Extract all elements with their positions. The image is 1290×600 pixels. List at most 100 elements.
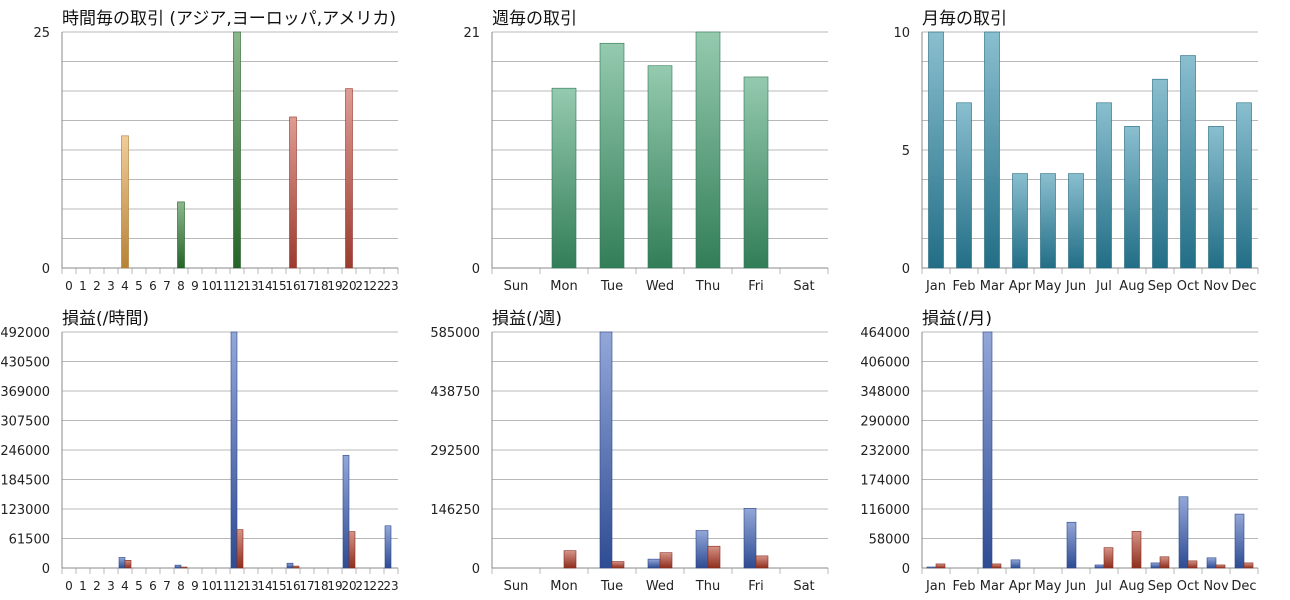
y-tick-label: 146250 [430, 503, 480, 518]
x-tick-label: Oct [1177, 579, 1199, 594]
x-tick-label: Dec [1231, 279, 1256, 294]
bar [1215, 564, 1226, 569]
y-tick-label: 430500 [0, 356, 50, 371]
y-tick-label: 184500 [0, 474, 50, 489]
bar [982, 331, 993, 569]
bar [124, 560, 132, 569]
bar [1103, 547, 1114, 569]
bar [1187, 560, 1198, 569]
x-tick-label: 10 [201, 279, 216, 293]
y-tick-label: 348000 [860, 385, 910, 400]
y-tick-label: 61500 [9, 533, 50, 548]
x-tick-label: 17 [299, 279, 314, 293]
bar [1159, 556, 1170, 569]
bar [647, 558, 661, 569]
x-tick-label: 19 [327, 279, 342, 293]
x-tick-label: Fri [748, 579, 764, 594]
x-tick-label: 16 [285, 279, 300, 293]
x-tick-label: Mon [550, 579, 577, 594]
x-tick-label: 9 [191, 579, 199, 593]
monthly-pnl-title: 損益(/月) [922, 309, 992, 329]
bar [563, 550, 577, 569]
weekly-pnl-title: 損益(/週) [492, 309, 562, 329]
x-tick-label: 22 [369, 279, 384, 293]
x-tick-label: Jul [1095, 579, 1112, 594]
hourly-trades-title: 時間毎の取引 (アジア,ヨーロッパ,アメリカ) [62, 9, 396, 29]
bar [286, 562, 294, 569]
y-tick-label: 232000 [860, 444, 910, 459]
x-tick-label: Jun [1065, 279, 1086, 294]
y-tick-label: 0 [472, 262, 480, 277]
x-tick-label: 6 [149, 579, 157, 593]
bar [755, 555, 769, 569]
bar [1040, 173, 1056, 269]
x-tick-label: 19 [327, 579, 342, 593]
x-tick-label: 3 [107, 279, 115, 293]
bar [348, 531, 356, 569]
y-tick-label: 0 [42, 262, 50, 277]
x-tick-label: Jan [925, 279, 946, 294]
bar [174, 564, 182, 569]
bar [926, 566, 937, 569]
x-tick-label: 8 [177, 579, 185, 593]
x-tick-label: 14 [257, 579, 272, 593]
x-tick-label: 9 [191, 279, 199, 293]
x-tick-label: 23 [383, 279, 398, 293]
bar [695, 31, 721, 269]
y-tick-label: 292500 [430, 444, 480, 459]
bar [342, 454, 350, 569]
x-tick-label: 6 [149, 279, 157, 293]
x-tick-label: 20 [341, 279, 356, 293]
hourly-pnl-chart: 0615001230001845002460003075003690004305… [0, 326, 398, 593]
x-tick-label: Sep [1148, 279, 1173, 294]
bar [177, 201, 185, 269]
bar [551, 87, 577, 269]
x-tick-label: 4 [121, 579, 129, 593]
y-tick-label: 406000 [860, 356, 910, 371]
x-tick-label: 12 [229, 279, 244, 293]
weekly-trades-title: 週毎の取引 [492, 9, 577, 29]
x-tick-label: Sat [793, 279, 814, 294]
x-tick-label: 10 [201, 579, 216, 593]
bar [935, 563, 946, 569]
bar [230, 331, 238, 569]
y-tick-label: 58000 [869, 533, 910, 548]
x-tick-label: Feb [952, 579, 975, 594]
x-tick-label: Feb [952, 279, 975, 294]
bar [611, 561, 625, 569]
x-tick-label: Jan [925, 579, 946, 594]
gridlines [921, 31, 1259, 274]
y-tick-label: 123000 [0, 503, 50, 518]
hourly-trades-panel: 時間毎の取引 (アジア,ヨーロッパ,アメリカ) 0 25 0 1 2 3 4 5 6 7 8 9 10 1… [0, 0, 430, 300]
x-tick-label: 1 [79, 579, 87, 593]
bars [563, 331, 769, 569]
y-tick-label: 0 [902, 562, 910, 577]
y-tick-label: 438750 [430, 385, 480, 400]
x-tick-label: 22 [369, 579, 384, 593]
y-tick-label: 0 [902, 262, 910, 277]
bar [1066, 521, 1077, 569]
weekly-pnl-panel: 損益(/週) 0 146250 292500 438750 585000 Sun Mon Tu… [430, 300, 860, 600]
x-tick-label: 0 [65, 279, 73, 293]
y-tick-label: 5 [902, 144, 910, 159]
monthly-pnl-panel: 損益(/月) 0 58000 116000 174000 232000 290000 348… [860, 300, 1290, 600]
bar [1131, 531, 1142, 569]
bar [647, 65, 673, 269]
x-tick-label: Wed [646, 579, 674, 594]
y-tick-label: 492000 [0, 326, 50, 341]
x-tick-label: 13 [243, 279, 258, 293]
x-tick-label: Dec [1231, 579, 1256, 594]
x-tick-label: Sun [504, 579, 529, 594]
x-tick-label: Jun [1065, 579, 1086, 594]
y-tick-label: 0 [42, 562, 50, 577]
x-tick-label: Nov [1203, 579, 1229, 594]
x-tick-label: Fri [748, 279, 764, 294]
bar [1234, 513, 1245, 569]
x-tick-label: 16 [285, 579, 300, 593]
x-tick-label: 11 [215, 279, 230, 293]
gridlines [921, 331, 1259, 574]
x-tick-label: Thu [695, 279, 720, 294]
x-tick-label: 20 [341, 579, 356, 593]
bars [118, 331, 392, 569]
x-tick-label: 18 [313, 279, 328, 293]
